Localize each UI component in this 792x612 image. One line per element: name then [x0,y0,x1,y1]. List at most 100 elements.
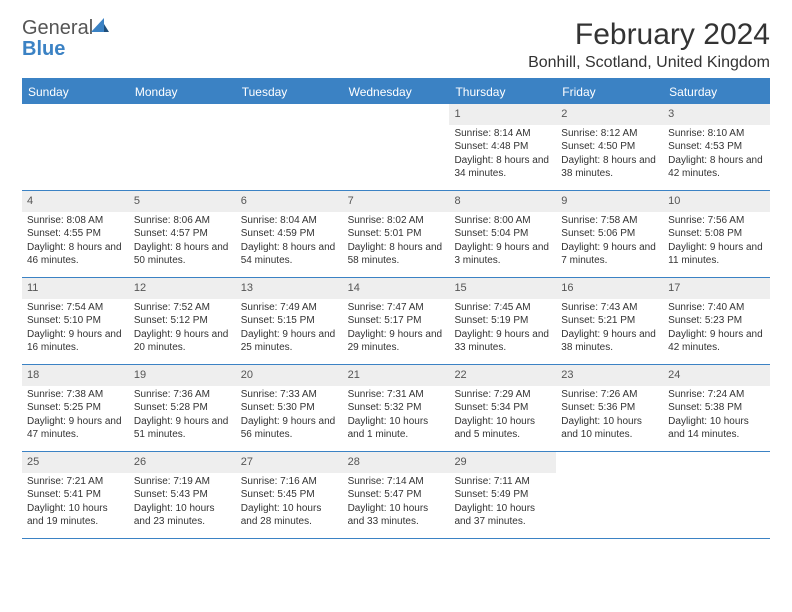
day-body: Sunrise: 7:47 AMSunset: 5:17 PMDaylight:… [343,301,450,359]
day-number: 14 [343,278,450,299]
sunrise-text: Sunrise: 7:52 AM [134,301,231,315]
day-cell [343,104,450,190]
day-cell: 5Sunrise: 8:06 AMSunset: 4:57 PMDaylight… [129,191,236,277]
day-cell: 27Sunrise: 7:16 AMSunset: 5:45 PMDayligh… [236,452,343,538]
day-number: 13 [236,278,343,299]
daylight-text: Daylight: 9 hours and 47 minutes. [27,415,124,442]
sunrise-text: Sunrise: 8:12 AM [561,127,658,141]
day-body: Sunrise: 8:14 AMSunset: 4:48 PMDaylight:… [449,127,556,185]
day-body: Sunrise: 8:12 AMSunset: 4:50 PMDaylight:… [556,127,663,185]
location: Bonhill, Scotland, United Kingdom [528,54,770,72]
sunrise-text: Sunrise: 8:14 AM [454,127,551,141]
dow-header: Sunday [22,80,129,104]
daylight-text: Daylight: 9 hours and 42 minutes. [668,328,765,355]
sunrise-text: Sunrise: 7:19 AM [134,475,231,489]
sunrise-text: Sunrise: 7:24 AM [668,388,765,402]
day-number: 11 [22,278,129,299]
daylight-text: Daylight: 8 hours and 50 minutes. [134,241,231,268]
sunrise-text: Sunrise: 7:16 AM [241,475,338,489]
day-body: Sunrise: 7:33 AMSunset: 5:30 PMDaylight:… [236,388,343,446]
day-cell: 13Sunrise: 7:49 AMSunset: 5:15 PMDayligh… [236,278,343,364]
day-body: Sunrise: 7:29 AMSunset: 5:34 PMDaylight:… [449,388,556,446]
day-cell: 3Sunrise: 8:10 AMSunset: 4:53 PMDaylight… [663,104,770,190]
daylight-text: Daylight: 10 hours and 1 minute. [348,415,445,442]
sunset-text: Sunset: 5:41 PM [27,488,124,502]
sunrise-text: Sunrise: 8:10 AM [668,127,765,141]
day-number: 20 [236,365,343,386]
day-body: Sunrise: 7:24 AMSunset: 5:38 PMDaylight:… [663,388,770,446]
sunrise-text: Sunrise: 7:36 AM [134,388,231,402]
day-cell: 24Sunrise: 7:24 AMSunset: 5:38 PMDayligh… [663,365,770,451]
sunset-text: Sunset: 5:21 PM [561,314,658,328]
daylight-text: Daylight: 8 hours and 46 minutes. [27,241,124,268]
day-cell: 14Sunrise: 7:47 AMSunset: 5:17 PMDayligh… [343,278,450,364]
sunset-text: Sunset: 5:34 PM [454,401,551,415]
week-row: 18Sunrise: 7:38 AMSunset: 5:25 PMDayligh… [22,365,770,452]
daylight-text: Daylight: 9 hours and 3 minutes. [454,241,551,268]
sunset-text: Sunset: 5:47 PM [348,488,445,502]
day-body: Sunrise: 7:16 AMSunset: 5:45 PMDaylight:… [236,475,343,533]
day-number: 19 [129,365,236,386]
daylight-text: Daylight: 10 hours and 28 minutes. [241,502,338,529]
logo-text: General Blue [22,18,109,60]
daylight-text: Daylight: 8 hours and 38 minutes. [561,154,658,181]
day-number: 16 [556,278,663,299]
day-number: 29 [449,452,556,473]
day-cell: 10Sunrise: 7:56 AMSunset: 5:08 PMDayligh… [663,191,770,277]
logo: General Blue [22,18,109,60]
day-body: Sunrise: 7:45 AMSunset: 5:19 PMDaylight:… [449,301,556,359]
day-body: Sunrise: 7:56 AMSunset: 5:08 PMDaylight:… [663,214,770,272]
logo-sail-icon [91,18,109,32]
day-cell: 16Sunrise: 7:43 AMSunset: 5:21 PMDayligh… [556,278,663,364]
day-body: Sunrise: 7:52 AMSunset: 5:12 PMDaylight:… [129,301,236,359]
sunrise-text: Sunrise: 7:58 AM [561,214,658,228]
daylight-text: Daylight: 9 hours and 16 minutes. [27,328,124,355]
sunrise-text: Sunrise: 7:11 AM [454,475,551,489]
daylight-text: Daylight: 10 hours and 19 minutes. [27,502,124,529]
daylight-text: Daylight: 10 hours and 14 minutes. [668,415,765,442]
daylight-text: Daylight: 9 hours and 11 minutes. [668,241,765,268]
day-number: 28 [343,452,450,473]
sunrise-text: Sunrise: 8:04 AM [241,214,338,228]
daylight-text: Daylight: 10 hours and 5 minutes. [454,415,551,442]
daylight-text: Daylight: 10 hours and 23 minutes. [134,502,231,529]
day-cell: 18Sunrise: 7:38 AMSunset: 5:25 PMDayligh… [22,365,129,451]
day-cell: 28Sunrise: 7:14 AMSunset: 5:47 PMDayligh… [343,452,450,538]
dow-header: Saturday [663,80,770,104]
day-cell: 17Sunrise: 7:40 AMSunset: 5:23 PMDayligh… [663,278,770,364]
sunrise-text: Sunrise: 7:26 AM [561,388,658,402]
sunset-text: Sunset: 5:08 PM [668,227,765,241]
dow-header: Monday [129,80,236,104]
daylight-text: Daylight: 8 hours and 34 minutes. [454,154,551,181]
day-body: Sunrise: 8:08 AMSunset: 4:55 PMDaylight:… [22,214,129,272]
day-number: 7 [343,191,450,212]
sunset-text: Sunset: 4:59 PM [241,227,338,241]
day-cell [663,452,770,538]
logo-part1: General [22,17,93,39]
day-cell [556,452,663,538]
day-body: Sunrise: 8:02 AMSunset: 5:01 PMDaylight:… [343,214,450,272]
day-number: 22 [449,365,556,386]
sunset-text: Sunset: 5:43 PM [134,488,231,502]
sunset-text: Sunset: 5:36 PM [561,401,658,415]
daylight-text: Daylight: 9 hours and 29 minutes. [348,328,445,355]
daylight-text: Daylight: 10 hours and 33 minutes. [348,502,445,529]
day-cell [22,104,129,190]
sunrise-text: Sunrise: 8:08 AM [27,214,124,228]
daylight-text: Daylight: 9 hours and 51 minutes. [134,415,231,442]
day-number: 17 [663,278,770,299]
logo-part2: Blue [22,38,65,60]
sunrise-text: Sunrise: 7:45 AM [454,301,551,315]
sunrise-text: Sunrise: 8:00 AM [454,214,551,228]
day-body: Sunrise: 7:54 AMSunset: 5:10 PMDaylight:… [22,301,129,359]
sunrise-text: Sunrise: 7:56 AM [668,214,765,228]
dow-header: Friday [556,80,663,104]
day-number: 3 [663,104,770,125]
sunset-text: Sunset: 5:12 PM [134,314,231,328]
day-body: Sunrise: 7:58 AMSunset: 5:06 PMDaylight:… [556,214,663,272]
day-cell [236,104,343,190]
sunset-text: Sunset: 5:38 PM [668,401,765,415]
title-block: February 2024 Bonhill, Scotland, United … [528,18,770,72]
day-number: 1 [449,104,556,125]
day-number: 25 [22,452,129,473]
